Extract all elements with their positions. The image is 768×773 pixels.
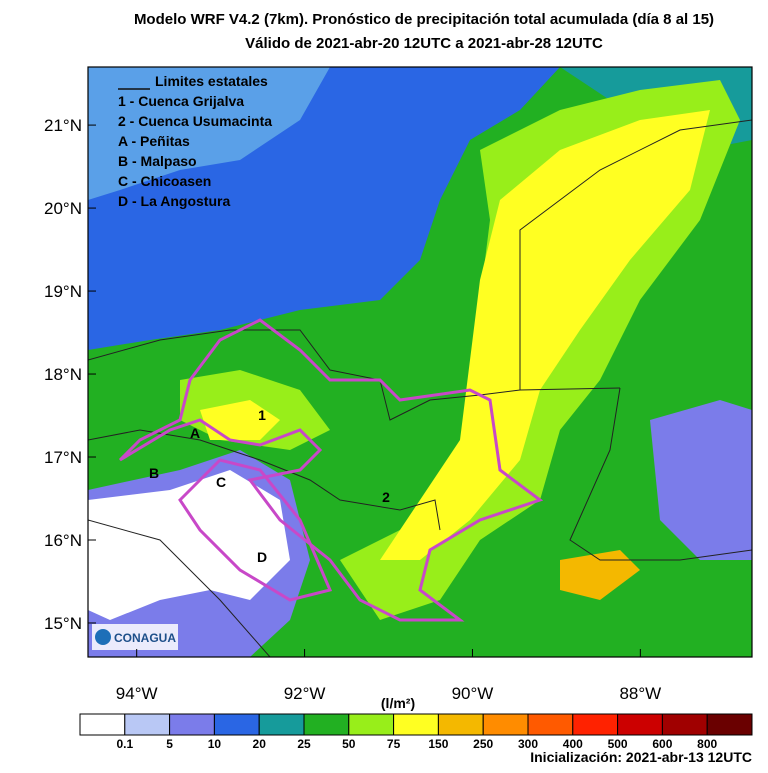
colorbar-box xyxy=(169,713,215,736)
y-tick-label: 21°N xyxy=(44,116,82,135)
legend-entry: D - La Angostura xyxy=(118,193,230,209)
colorbar-tick-label: 600 xyxy=(652,737,672,751)
basin-outline xyxy=(118,318,544,622)
colorbar-tick-label: 400 xyxy=(563,737,583,751)
colorbar-tick-label: 10 xyxy=(208,737,222,751)
map-label: B xyxy=(149,465,159,481)
legend-entry: Limites estatales xyxy=(155,73,268,89)
colorbar-box xyxy=(393,713,439,736)
colorbar-tick-label: 5 xyxy=(166,737,173,751)
legend-entry: A - Peñitas xyxy=(118,133,190,149)
colorbar-tick-label: 50 xyxy=(342,737,356,751)
colorbar-tick-label: 150 xyxy=(428,737,448,751)
colorbar-box xyxy=(79,713,126,736)
colorbar-tick-label: 250 xyxy=(473,737,493,751)
x-tick-label: 88°W xyxy=(619,684,661,703)
colorbar-box xyxy=(706,713,753,736)
logo: CONAGUA xyxy=(114,631,176,645)
colorbar-box xyxy=(124,713,171,736)
colorbar-tick-label: 25 xyxy=(297,737,311,751)
y-tick-label: 18°N xyxy=(44,365,82,384)
colorbar-box xyxy=(348,713,395,736)
colorbar-tick-label: 0.1 xyxy=(116,737,133,751)
map-legend: Limites estatales 1 - Cuenca Grijalva 2 - … xyxy=(118,73,272,209)
y-tick-label: 19°N xyxy=(44,282,82,301)
colorbar-box xyxy=(527,713,574,736)
colorbar-tick-label: 500 xyxy=(608,737,628,751)
x-tick-label: 90°W xyxy=(452,684,494,703)
y-tick-label: 15°N xyxy=(44,614,82,633)
colorbar-tick-label: 800 xyxy=(697,737,717,751)
legend-entry: B - Malpaso xyxy=(118,153,197,169)
legend-entry: C - Chicoasen xyxy=(118,173,211,189)
precip-field xyxy=(88,67,752,657)
colorbar-box xyxy=(482,713,529,736)
map-label: 2 xyxy=(382,489,390,505)
subtitle: Válido de 2021-abr-20 12UTC a 2021-abr-2… xyxy=(245,35,603,52)
legend-entry: 1 - Cuenca Grijalva xyxy=(118,93,244,109)
colorbar-title: (l/m²) xyxy=(381,695,415,711)
colorbar-box xyxy=(258,713,305,736)
map-label: 1 xyxy=(258,407,266,423)
map-label: C xyxy=(216,474,226,490)
y-tick-label: 20°N xyxy=(44,199,82,218)
colorbar-box xyxy=(213,713,260,736)
title: Modelo WRF V4.2 (7km). Pronóstico de pre… xyxy=(134,11,714,28)
colorbar-box xyxy=(617,713,663,736)
map-label: A xyxy=(190,425,200,441)
colorbar-tick-label: 20 xyxy=(253,737,267,751)
x-tick-label: 94°W xyxy=(116,684,158,703)
colorbar-box xyxy=(661,713,708,736)
footer: Inicialización: 2021-abr-13 12UTC xyxy=(530,749,752,765)
colorbar-box xyxy=(572,713,619,736)
colorbar-box xyxy=(303,713,350,736)
colorbar-tick-label: 300 xyxy=(518,737,538,751)
legend-entry: 2 - Cuenca Usumacinta xyxy=(118,113,272,129)
x-tick-label: 92°W xyxy=(284,684,326,703)
y-tick-label: 16°N xyxy=(44,531,82,550)
map-label: D xyxy=(257,549,267,565)
colorbar-tick-label: 75 xyxy=(387,737,401,751)
logo-icon xyxy=(95,629,111,645)
y-tick-label: 17°N xyxy=(44,448,82,467)
colorbar-box xyxy=(437,713,484,736)
map-frame xyxy=(87,66,753,658)
